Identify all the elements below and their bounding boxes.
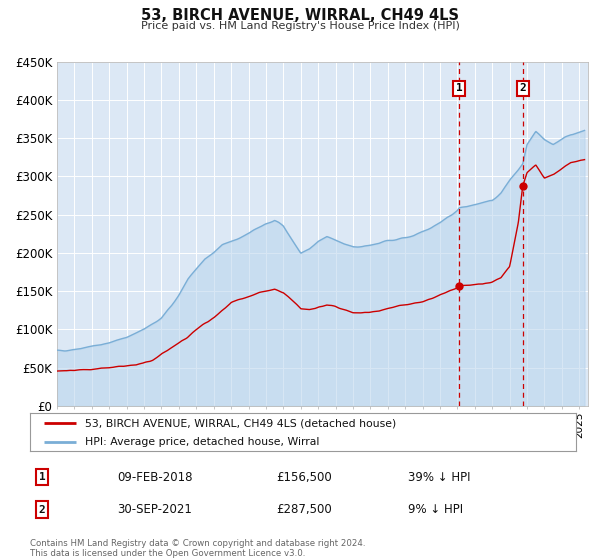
Text: 39% ↓ HPI: 39% ↓ HPI [408, 470, 470, 484]
Text: 30-SEP-2021: 30-SEP-2021 [117, 503, 192, 516]
Text: HPI: Average price, detached house, Wirral: HPI: Average price, detached house, Wirr… [85, 437, 319, 447]
Text: 53, BIRCH AVENUE, WIRRAL, CH49 4LS: 53, BIRCH AVENUE, WIRRAL, CH49 4LS [141, 8, 459, 24]
Text: 53, BIRCH AVENUE, WIRRAL, CH49 4LS (detached house): 53, BIRCH AVENUE, WIRRAL, CH49 4LS (deta… [85, 418, 396, 428]
Text: Contains HM Land Registry data © Crown copyright and database right 2024.: Contains HM Land Registry data © Crown c… [30, 539, 365, 548]
Text: 09-FEB-2018: 09-FEB-2018 [117, 470, 193, 484]
Text: 2: 2 [38, 505, 46, 515]
Text: 9% ↓ HPI: 9% ↓ HPI [408, 503, 463, 516]
Text: £287,500: £287,500 [276, 503, 332, 516]
Text: 2: 2 [520, 83, 526, 94]
Text: 1: 1 [38, 472, 46, 482]
Text: 1: 1 [456, 83, 463, 94]
Text: Price paid vs. HM Land Registry's House Price Index (HPI): Price paid vs. HM Land Registry's House … [140, 21, 460, 31]
Text: £156,500: £156,500 [276, 470, 332, 484]
Text: This data is licensed under the Open Government Licence v3.0.: This data is licensed under the Open Gov… [30, 549, 305, 558]
